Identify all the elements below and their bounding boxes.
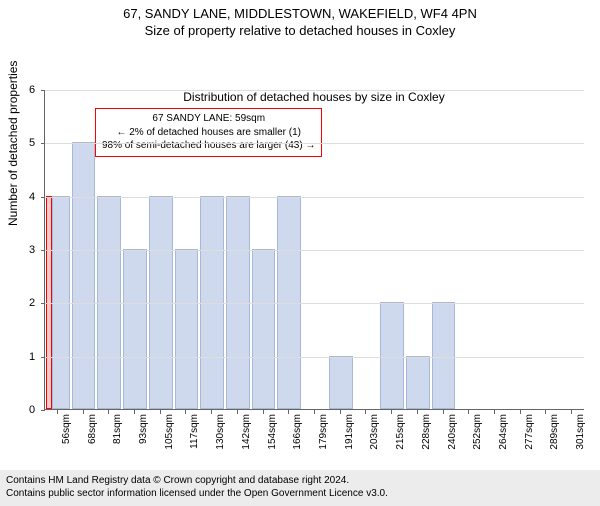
ytick-label: 2 [29, 297, 35, 309]
ytick-label: 1 [29, 351, 35, 363]
xtick-mark [443, 410, 444, 414]
annotation-box: 67 SANDY LANE: 59sqm ← 2% of detached ho… [95, 108, 322, 157]
bar [226, 196, 250, 409]
bar [175, 249, 199, 409]
attribution-footer: Contains HM Land Registry data © Crown c… [0, 470, 600, 506]
xtick-label: 289sqm [549, 414, 560, 450]
xtick-label: 68sqm [87, 414, 98, 444]
xtick-label: 117sqm [189, 414, 200, 449]
ytick-mark [41, 303, 45, 304]
xtick-mark [571, 410, 572, 414]
ytick-mark [41, 90, 45, 91]
bar [200, 196, 224, 409]
xtick-label: 179sqm [318, 414, 329, 450]
ytick-mark [41, 143, 45, 144]
ytick-mark [41, 197, 45, 198]
bar [123, 249, 147, 409]
xtick-label: 154sqm [267, 414, 278, 450]
xtick-label: 81sqm [112, 414, 123, 444]
xtick-label: 240sqm [447, 414, 458, 450]
gridline [45, 250, 584, 251]
highlight-bar [46, 196, 52, 409]
chart-container: 67 SANDY LANE: 59sqm ← 2% of detached ho… [44, 90, 584, 450]
footer-line2: Contains public sector information licen… [6, 487, 594, 500]
xtick-mark [83, 410, 84, 414]
xtick-label: 203sqm [369, 414, 380, 450]
page-title-description: Size of property relative to detached ho… [0, 23, 600, 38]
gridline [45, 303, 584, 304]
xtick-mark [468, 410, 469, 414]
bar [329, 356, 353, 409]
xtick-label: 166sqm [292, 414, 303, 450]
xtick-mark [237, 410, 238, 414]
xtick-mark [263, 410, 264, 414]
xtick-mark [520, 410, 521, 414]
xtick-label: 215sqm [395, 414, 406, 450]
ytick-label: 4 [29, 191, 35, 203]
xtick-mark [288, 410, 289, 414]
ytick-label: 0 [29, 404, 35, 416]
xtick-mark [340, 410, 341, 414]
xtick-label: 277sqm [524, 414, 535, 450]
ytick-label: 6 [29, 84, 35, 96]
xtick-mark [391, 410, 392, 414]
xtick-label: 105sqm [164, 414, 175, 450]
gridline [45, 143, 584, 144]
xtick-mark [417, 410, 418, 414]
xtick-label: 142sqm [241, 414, 252, 450]
xtick-mark [494, 410, 495, 414]
bar [52, 196, 69, 409]
bar [406, 356, 430, 409]
page-title-address: 67, SANDY LANE, MIDDLESTOWN, WAKEFIELD, … [0, 6, 600, 21]
xtick-mark [160, 410, 161, 414]
xtick-label: 252sqm [472, 414, 483, 450]
plot-area: 67 SANDY LANE: 59sqm ← 2% of detached ho… [44, 90, 584, 410]
xtick-mark [134, 410, 135, 414]
ytick-mark [41, 410, 45, 411]
xtick-label: 93sqm [138, 414, 149, 444]
annotation-line1: 67 SANDY LANE: 59sqm [102, 112, 315, 126]
bar [277, 196, 301, 409]
ytick-label: 3 [29, 244, 35, 256]
bar [97, 196, 121, 409]
xtick-label: 301sqm [575, 414, 586, 450]
bar [149, 196, 173, 409]
xtick-mark [211, 410, 212, 414]
xtick-mark [545, 410, 546, 414]
xtick-mark [185, 410, 186, 414]
gridline [45, 197, 584, 198]
xtick-mark [57, 410, 58, 414]
bar [252, 249, 276, 409]
xtick-label: 191sqm [344, 414, 355, 450]
xtick-mark [365, 410, 366, 414]
y-axis-label: Number of detached properties [6, 61, 20, 226]
ytick-mark [41, 357, 45, 358]
xtick-mark [108, 410, 109, 414]
annotation-line2: ← 2% of detached houses are smaller (1) [102, 126, 315, 140]
gridline [45, 90, 584, 91]
xtick-label: 228sqm [421, 414, 432, 450]
gridline [45, 357, 584, 358]
footer-line1: Contains HM Land Registry data © Crown c… [6, 474, 594, 487]
annotation-line3: 98% of semi-detached houses are larger (… [102, 139, 315, 153]
ytick-label: 5 [29, 137, 35, 149]
xtick-label: 56sqm [61, 414, 72, 444]
xtick-mark [314, 410, 315, 414]
xtick-label: 130sqm [215, 414, 226, 450]
bar [72, 142, 96, 409]
xtick-label: 264sqm [498, 414, 509, 450]
ytick-mark [41, 250, 45, 251]
